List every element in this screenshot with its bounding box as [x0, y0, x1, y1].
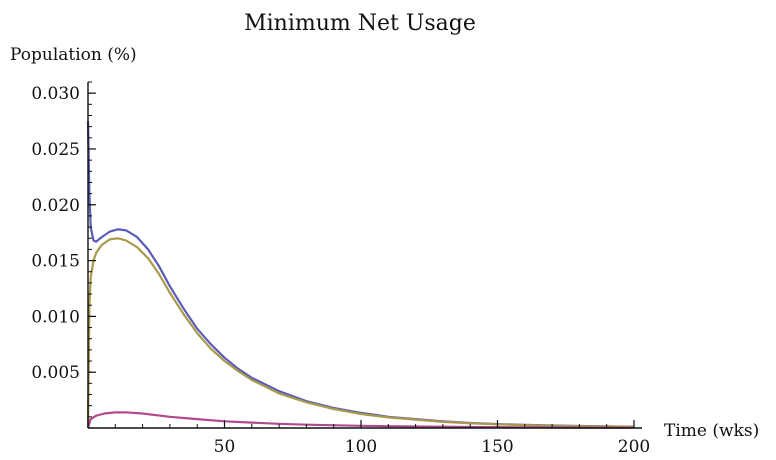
series-layer [86, 121, 635, 429]
x-tick-label: 50 [214, 437, 236, 457]
series-line-1 [86, 121, 635, 428]
x-axis-label: Time (wks) [664, 421, 759, 441]
x-tick-label: 150 [481, 437, 513, 457]
axes-layer: 50 100 150 200 0.005 0.010 0.015 0.020 0.025 0.03… [31, 81, 650, 457]
series-line-2 [86, 237, 635, 429]
y-tick-label: 0.010 [31, 307, 80, 327]
y-tick-label: 0.015 [31, 252, 80, 272]
y-tick-label: 0.030 [31, 84, 80, 104]
x-tick-label: 100 [345, 437, 377, 457]
y-axis-label: Population (%) [10, 45, 137, 65]
chart-title: Minimum Net Usage [244, 11, 476, 36]
y-tick-label: 0.020 [31, 196, 80, 216]
x-tick-label: 200 [618, 437, 650, 457]
y-tick-label: 0.005 [31, 363, 80, 383]
y-tick-label: 0.025 [31, 140, 80, 160]
